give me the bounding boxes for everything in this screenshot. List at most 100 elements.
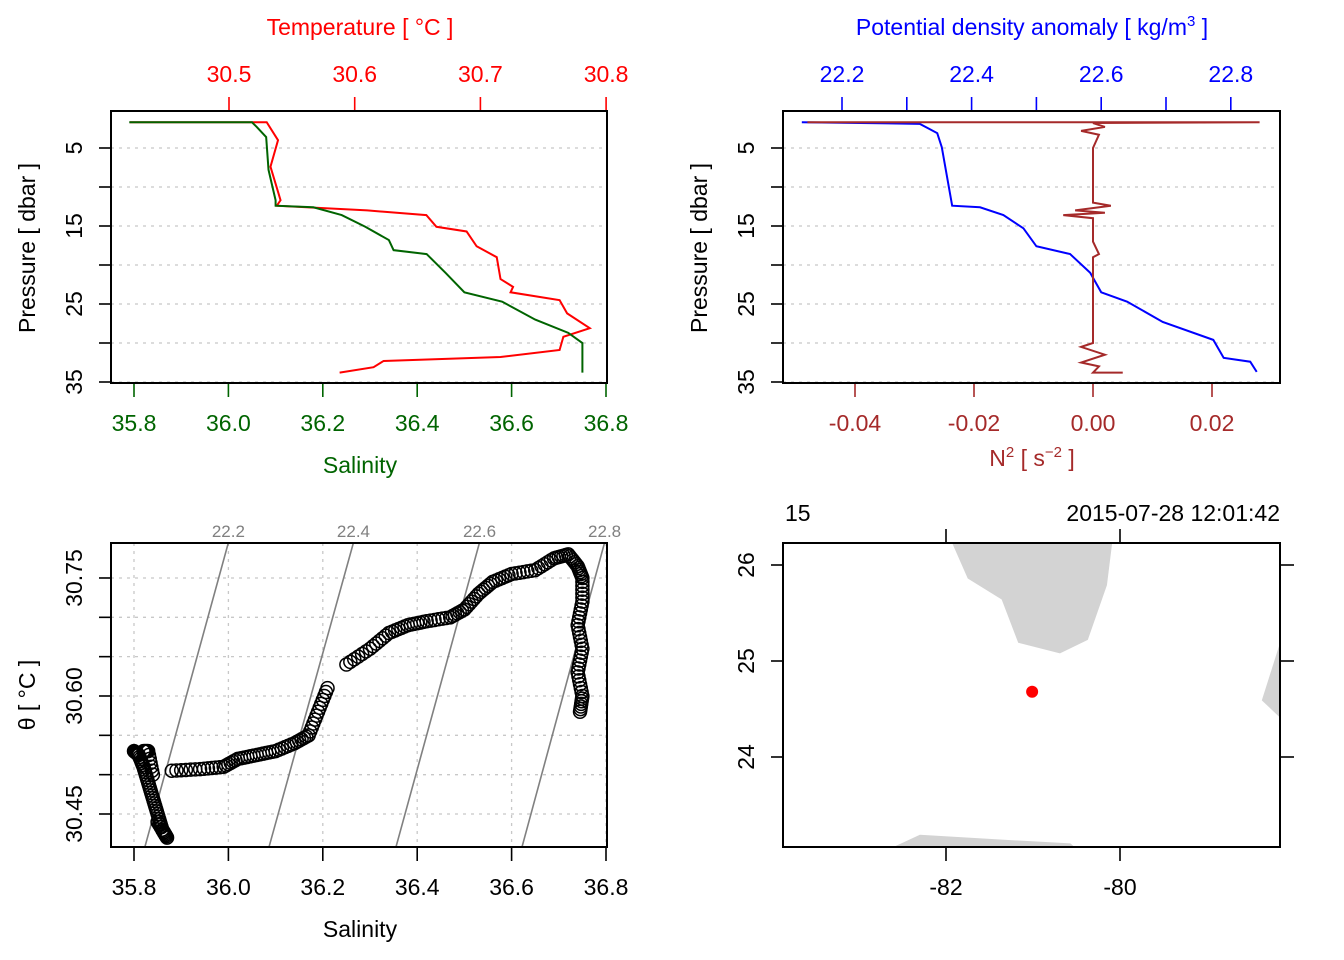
temperature-tick-label: 30.6	[332, 61, 377, 87]
temperature-profile-line	[129, 121, 593, 374]
panel-density-profile: Potential density anomaly [ kg/m3 ] N2 […	[686, 13, 1281, 471]
n2-title-text: N	[989, 445, 1006, 471]
density-title-text: Potential density anomaly [ kg/m	[856, 14, 1187, 40]
n2-title-sup: 2	[1006, 444, 1014, 461]
isopycnal-line	[521, 543, 606, 847]
pressure-tick-label: 5	[61, 142, 87, 155]
ts-point	[150, 814, 165, 830]
ts-point	[343, 654, 358, 670]
land-polygon	[1261, 642, 1281, 718]
temperature-axis-title: Temperature [ °C ]	[267, 14, 454, 40]
ts-point	[350, 649, 366, 664]
pressure-tick-label: 25	[733, 291, 759, 317]
salinity-tick-label: 36.2	[300, 410, 345, 436]
ts-point	[200, 761, 216, 776]
density-profile-line	[801, 121, 1258, 373]
ts-salinity-axis-title: Salinity	[323, 916, 398, 942]
salinity-tick-label: 36.2	[300, 874, 345, 900]
isopycnal-line	[144, 543, 230, 847]
pressure-tick-label: 15	[733, 213, 759, 239]
lat-tick-label: 24	[733, 744, 759, 770]
pressure-tick-label: 35	[61, 369, 87, 395]
lon-tick-label: -80	[1103, 874, 1136, 900]
station-label: 15	[785, 500, 811, 526]
density-tick-label: 22.4	[949, 61, 994, 87]
temperature-tick-label: 30.8	[584, 61, 629, 87]
salinity-tick-label: 36.8	[584, 410, 629, 436]
ts-point	[169, 763, 184, 778]
ts-point	[575, 586, 590, 601]
pressure-axis-title: Pressure [ dbar ]	[14, 163, 40, 333]
salinity-profile-line	[129, 121, 584, 373]
salinity-tick-label: 36.8	[584, 874, 629, 900]
n2-profile-line	[807, 121, 1260, 374]
ts-point	[339, 657, 354, 672]
density-title-end: ]	[1195, 14, 1208, 40]
panel-ts-diagram: Salinity θ [ °C ] 35.8 36.0 36.2 36.4 36.6 36…	[14, 522, 628, 942]
ts-point	[204, 760, 220, 776]
n2-title-mid: [ s	[1014, 445, 1045, 471]
n2-tick-label: -0.02	[948, 410, 1000, 436]
salinity-tick-label: 36.0	[206, 410, 251, 436]
ts-point	[575, 590, 590, 605]
density-tick-label: 22.6	[1079, 61, 1124, 87]
salinity-axis-title: Salinity	[323, 452, 398, 478]
ts-point	[347, 652, 362, 667]
salinity-tick-label: 36.6	[489, 874, 534, 900]
isopycnal-line	[268, 543, 355, 847]
n2-title-end: ]	[1062, 445, 1075, 471]
ts-point	[164, 763, 180, 778]
ts-point	[575, 574, 590, 590]
density-tick-label: 22.2	[820, 61, 865, 87]
ts-point	[192, 761, 208, 777]
lat-tick-label: 25	[733, 648, 759, 674]
temperature-tick-label: 30.7	[458, 61, 503, 87]
ts-point	[354, 646, 370, 662]
ts-point	[136, 743, 151, 759]
theta-tick-label: 30.45	[61, 785, 87, 843]
isopycnal-label: 22.8	[588, 522, 621, 541]
ts-point	[575, 578, 590, 594]
density-title-sup: 3	[1187, 13, 1195, 30]
land-polygon	[952, 542, 1113, 654]
salinity-tick-label: 36.0	[206, 874, 251, 900]
pressure-axis-title-2: Pressure [ dbar ]	[686, 163, 712, 333]
salinity-tick-label: 35.8	[112, 410, 157, 436]
salinity-tick-label: 36.4	[395, 874, 440, 900]
density-axis-title: Potential density anomaly [ kg/m3 ]	[856, 13, 1208, 40]
ts-point	[572, 704, 588, 719]
isopycnal-label: 22.4	[337, 522, 370, 541]
land-polygon	[892, 834, 1075, 848]
plot-frame	[782, 110, 1281, 384]
ts-point	[575, 570, 590, 586]
pressure-tick-label: 25	[61, 291, 87, 317]
lat-tick-label: 26	[733, 552, 759, 578]
theta-tick-label: 30.60	[61, 667, 87, 725]
pressure-tick-label: 15	[61, 213, 87, 239]
pressure-tick-label: 5	[733, 142, 759, 155]
ts-point	[151, 817, 167, 832]
salinity-tick-label: 36.6	[489, 410, 534, 436]
isopycnal-line	[395, 543, 481, 847]
pressure-tick-label: 35	[733, 369, 759, 395]
n2-axis-title: N2 [ s−2 ]	[989, 444, 1075, 471]
panel-ts-profile: Temperature [ °C ] Salinity Pressure [ d…	[14, 14, 628, 478]
n2-tick-label: 0.02	[1190, 410, 1235, 436]
salinity-tick-label: 36.4	[395, 410, 440, 436]
station-datetime: 2015-07-28 12:01:42	[1066, 500, 1280, 526]
ts-point	[480, 578, 496, 594]
isopycnal-label: 22.6	[463, 522, 496, 541]
plot-frame	[110, 110, 608, 384]
ts-point	[320, 680, 335, 696]
ts-point	[575, 582, 590, 598]
density-tick-label: 22.8	[1208, 61, 1253, 87]
ts-point	[196, 761, 212, 777]
ts-point	[173, 762, 189, 778]
salinity-tick-label: 35.8	[112, 874, 157, 900]
n2-tick-label: 0.00	[1071, 410, 1116, 436]
theta-axis-title: θ [ °C ]	[14, 660, 40, 731]
isopycnal-label: 22.2	[212, 522, 245, 541]
n2-tick-label: -0.04	[829, 410, 882, 436]
plot-frame	[110, 542, 608, 848]
